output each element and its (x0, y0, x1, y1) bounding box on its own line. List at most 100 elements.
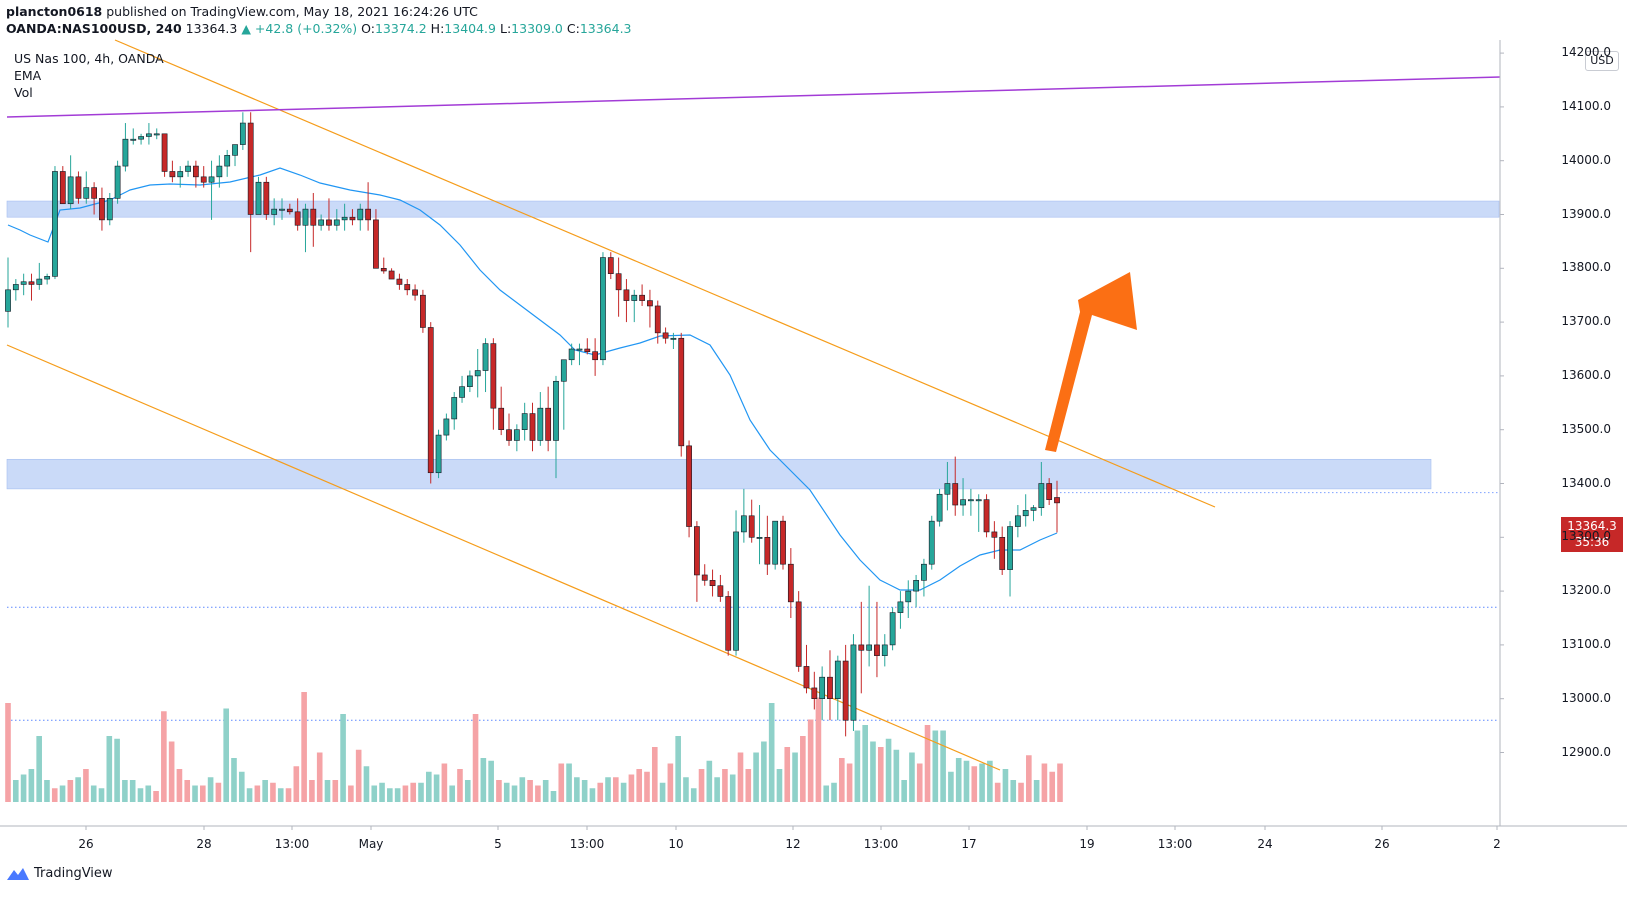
legend-volume[interactable]: Vol (14, 85, 33, 100)
high-label: H: (430, 21, 445, 36)
candle-body (560, 359, 567, 382)
volume-bar (745, 769, 752, 802)
x-tick-label: May (358, 837, 384, 851)
volume-bar (98, 788, 105, 802)
legend-series-title[interactable]: US Nas 100, 4h, OANDA (14, 51, 164, 66)
volume-bar (753, 752, 759, 802)
candle-body (513, 429, 520, 441)
candle-body (921, 563, 927, 581)
publisher-name[interactable]: plancton0618 (6, 4, 103, 19)
volume-bar (722, 769, 728, 802)
volume-bar (644, 771, 650, 802)
candle-body (52, 171, 58, 277)
candle-body (279, 208, 285, 211)
volume-bar (277, 788, 284, 802)
candle-body (388, 270, 395, 280)
candle-body (294, 211, 301, 226)
volume-bar (394, 788, 401, 802)
volume-bar (480, 758, 487, 802)
volume-bar (207, 777, 214, 802)
publish-info: plancton0618 published on TradingView.co… (6, 4, 478, 19)
candle-body (647, 300, 653, 307)
candle-body (858, 644, 865, 651)
volume-bar (987, 760, 993, 802)
volume-bar (20, 774, 27, 802)
volume-bar (324, 780, 331, 802)
volume-bar (200, 785, 206, 802)
volume-bar (979, 763, 985, 802)
volume-bar (698, 769, 705, 802)
volume-bar (246, 788, 253, 802)
volume-bar (285, 788, 292, 802)
volume-bar (683, 777, 689, 802)
candle-body (357, 208, 364, 221)
volume-bar (176, 769, 183, 802)
candle-body (811, 687, 818, 700)
volume-bar (59, 785, 66, 802)
volume-bar (768, 703, 775, 802)
volume-bar (332, 780, 339, 802)
volume-bar (137, 788, 144, 802)
volume-bar (262, 780, 268, 802)
volume-bar (885, 738, 892, 802)
volume-bar (527, 780, 533, 802)
y-tick-label: 13100.0 (1561, 636, 1611, 651)
candle-body (99, 198, 105, 221)
y-tick-label: 13800.0 (1561, 260, 1611, 275)
volume-bar (238, 771, 245, 802)
candle-body (44, 276, 51, 280)
candle-body (1030, 507, 1037, 511)
y-tick-label: 13200.0 (1561, 583, 1611, 598)
volume-bar (168, 741, 175, 802)
x-tick-label: 13:00 (863, 837, 899, 851)
currency-badge[interactable]: USD (1585, 51, 1619, 71)
legend-ema[interactable]: EMA (14, 68, 42, 83)
candle-body (333, 219, 340, 226)
y-tick-label: 13600.0 (1561, 367, 1611, 382)
last-price-value: 13364.3 (1567, 519, 1617, 533)
low-value: 13309.0 (511, 21, 563, 36)
volume-bar (441, 763, 448, 802)
y-tick-label: 14200.0 (1561, 45, 1611, 60)
x-tick-label: 13:00 (274, 837, 310, 851)
volume-bar (846, 763, 853, 802)
ohlc-header: OANDA:NAS100USD, 240 13364.3 ▲ +42.8 (+0… (6, 21, 632, 36)
candle-body (435, 434, 442, 474)
candle-body (459, 386, 465, 398)
candle-body (529, 413, 536, 441)
volume-bar (613, 777, 619, 802)
candle-body (850, 644, 857, 721)
candle-body (365, 208, 371, 221)
up-arrow-annotation (1045, 272, 1137, 452)
volume-bar (316, 752, 323, 802)
candle-body (130, 138, 137, 141)
bar-countdown: 35:36 (1574, 535, 1610, 549)
tradingview-logo[interactable]: TradingView (6, 866, 113, 881)
candle-body (263, 181, 270, 215)
volume-bar (293, 766, 300, 802)
up-arrow (1045, 272, 1137, 452)
candle-body (474, 370, 481, 377)
candle-body (952, 483, 959, 506)
candle-body (1046, 483, 1053, 500)
volume-bar (122, 780, 128, 802)
candle-body (67, 176, 74, 205)
y-tick-label: 13000.0 (1561, 690, 1611, 705)
close-value: 13364.3 (579, 21, 632, 36)
volume-bar (402, 785, 409, 802)
candle-body (545, 407, 552, 441)
candle-body (944, 483, 951, 495)
x-tick-label: 26 (1374, 837, 1390, 851)
volume-bar (729, 774, 736, 802)
open-value: 13374.2 (374, 21, 427, 36)
candlesticks (5, 112, 1060, 737)
volume-bar (659, 782, 666, 802)
volume-bar (893, 749, 900, 802)
candle-body (897, 601, 904, 613)
candle-body (185, 165, 191, 172)
volume-bar (909, 752, 915, 802)
volume-bar (184, 780, 191, 802)
candle-body (286, 208, 293, 213)
supply-zone (6, 200, 1500, 218)
